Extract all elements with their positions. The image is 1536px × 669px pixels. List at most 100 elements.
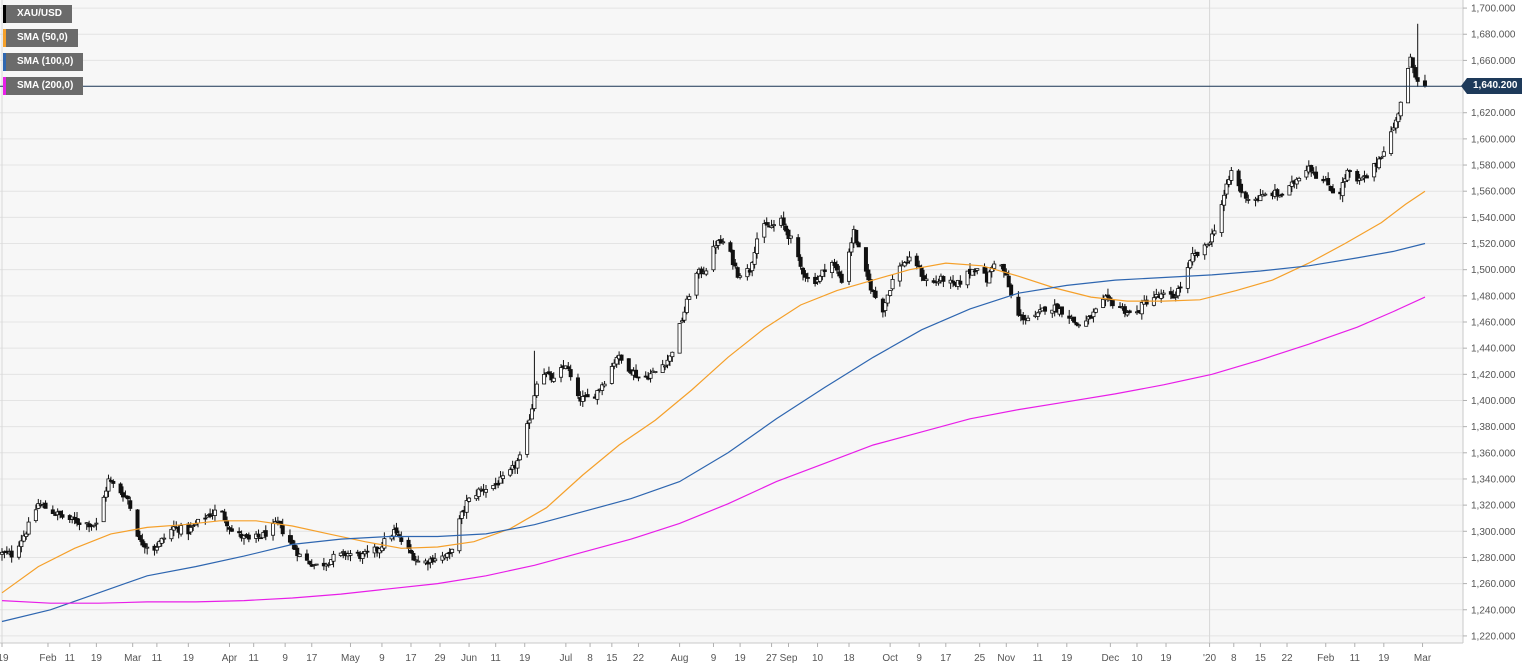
candle-body-up bbox=[1185, 267, 1190, 289]
candle bbox=[1093, 307, 1098, 314]
candle-body-down bbox=[634, 369, 639, 378]
candle-body-up bbox=[188, 526, 193, 533]
candle-body-down bbox=[764, 222, 769, 226]
x-tick-label: Feb bbox=[1317, 653, 1335, 664]
candle-body-down bbox=[803, 273, 808, 278]
candle bbox=[450, 548, 455, 557]
candle bbox=[873, 286, 878, 300]
period-dividers bbox=[1, 0, 1211, 643]
candlestick-series bbox=[0, 23, 1427, 572]
legend-item-sma50[interactable]: SMA (50,0) bbox=[3, 29, 78, 47]
candle-body-up bbox=[1154, 294, 1159, 298]
legend-item-sma100[interactable]: SMA (100,0) bbox=[3, 53, 84, 71]
candle-body-down bbox=[832, 261, 837, 266]
candle-body-up bbox=[1360, 177, 1365, 181]
candle-body-down bbox=[9, 550, 14, 558]
candle bbox=[660, 359, 665, 373]
candle bbox=[237, 527, 242, 537]
candle bbox=[162, 533, 167, 543]
candle bbox=[19, 534, 24, 553]
candle-body-down bbox=[125, 495, 130, 500]
candle bbox=[104, 486, 109, 502]
legend-item-xauusd[interactable]: XAU/USD bbox=[3, 5, 73, 23]
candle-body-down bbox=[546, 371, 551, 374]
x-tick-label: 19 bbox=[735, 653, 747, 664]
candle bbox=[1326, 172, 1331, 186]
candle-body-up bbox=[529, 408, 534, 420]
y-tick-label: 1,540.000 bbox=[1471, 213, 1516, 224]
candle bbox=[1202, 242, 1207, 260]
candle-body-up bbox=[1159, 293, 1164, 299]
candle-body-up bbox=[1026, 317, 1031, 322]
candle-body-down bbox=[137, 535, 142, 541]
candle-body-up bbox=[897, 265, 902, 282]
candle-body-down bbox=[246, 534, 251, 540]
candle-body-up bbox=[738, 275, 743, 278]
x-tick-label: 8 bbox=[587, 653, 593, 664]
candle bbox=[972, 268, 977, 277]
candle-body-down bbox=[365, 550, 370, 553]
candle bbox=[416, 555, 421, 563]
candle bbox=[897, 262, 902, 287]
candle-body-down bbox=[730, 249, 735, 266]
candle-body-up bbox=[965, 270, 970, 286]
candle-body-up bbox=[169, 528, 174, 540]
candle-body-up bbox=[474, 495, 479, 500]
candle bbox=[447, 548, 452, 560]
candle-body-down bbox=[951, 280, 956, 283]
candle bbox=[636, 376, 641, 382]
candle bbox=[747, 268, 752, 276]
candle bbox=[784, 223, 789, 236]
candle-body-up bbox=[341, 551, 346, 553]
candle bbox=[803, 270, 808, 282]
y-tick-label: 1,500.000 bbox=[1471, 265, 1516, 276]
candle bbox=[1055, 302, 1060, 313]
x-tick-label: 15 bbox=[606, 653, 618, 664]
candle bbox=[735, 266, 740, 279]
candle-body-up bbox=[445, 553, 450, 558]
candle bbox=[854, 229, 859, 246]
candle-body-up bbox=[936, 281, 941, 284]
x-tick-label: 9 bbox=[916, 653, 922, 664]
candle-body-down bbox=[801, 267, 806, 275]
x-tick-label: Oct bbox=[882, 653, 898, 664]
candle-body-up bbox=[193, 523, 198, 526]
candle-body-down bbox=[304, 553, 309, 561]
candle-body-up bbox=[91, 524, 96, 527]
candle bbox=[483, 485, 488, 498]
candle bbox=[142, 541, 147, 554]
x-tick-label: Mar bbox=[124, 653, 142, 664]
candle bbox=[1275, 188, 1280, 201]
candle-body-up bbox=[1289, 181, 1294, 187]
candle-body-down bbox=[1364, 175, 1369, 179]
legend-item-sma200[interactable]: SMA (200,0) bbox=[3, 77, 84, 95]
candle-body-up bbox=[1202, 244, 1207, 256]
candle-body-up bbox=[542, 374, 547, 385]
candle bbox=[365, 545, 370, 558]
y-tick-label: 1,360.000 bbox=[1471, 448, 1516, 459]
y-tick-label: 1,660.000 bbox=[1471, 56, 1516, 67]
candle-body-down bbox=[568, 369, 573, 378]
candle-body-up bbox=[1224, 183, 1229, 195]
candle bbox=[1210, 228, 1215, 247]
candle bbox=[106, 474, 111, 498]
candle-body-down bbox=[914, 255, 919, 267]
candle-body-up bbox=[416, 560, 421, 563]
candle-body-up bbox=[1210, 233, 1215, 243]
candle bbox=[1035, 311, 1040, 321]
candle-body-up bbox=[450, 548, 455, 553]
candle-body-down bbox=[203, 517, 208, 520]
candle bbox=[1391, 122, 1396, 131]
candle-body-up bbox=[684, 298, 689, 313]
candle-body-down bbox=[585, 394, 590, 398]
candle bbox=[609, 362, 614, 385]
x-tick-label: 17 bbox=[940, 653, 952, 664]
candle bbox=[1372, 163, 1377, 182]
candle-body-up bbox=[721, 241, 726, 244]
candle bbox=[847, 248, 852, 286]
y-tick-label: 1,560.000 bbox=[1471, 187, 1516, 198]
candle bbox=[1168, 286, 1173, 300]
candle-body-up bbox=[847, 251, 852, 282]
candle-body-up bbox=[975, 268, 980, 271]
